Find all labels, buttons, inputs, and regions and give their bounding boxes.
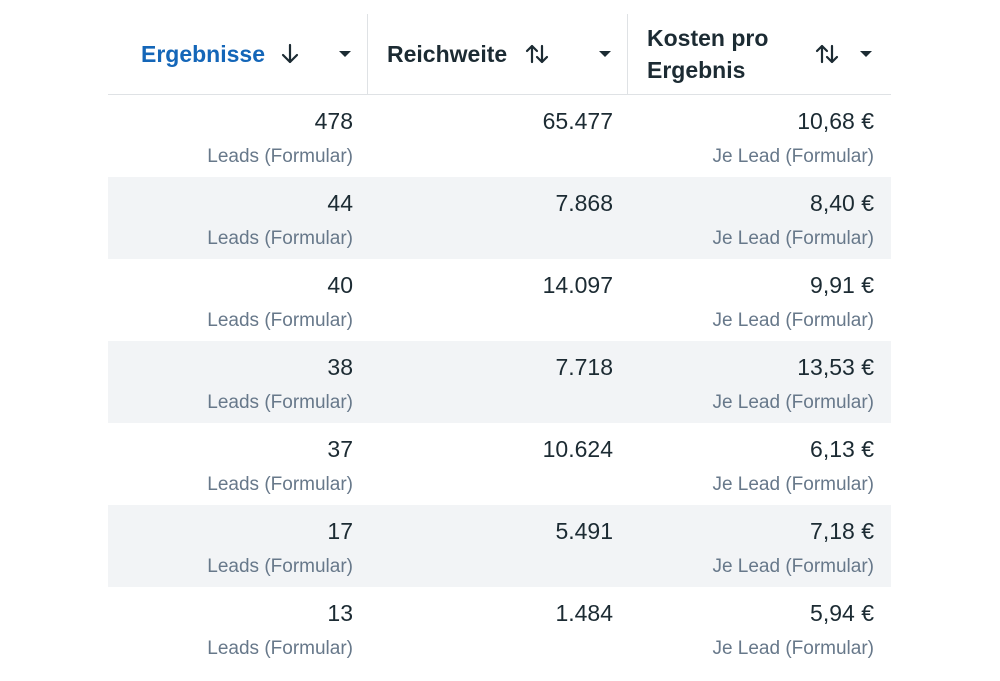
cost-cell: 9,91 € Je Lead (Formular): [628, 259, 891, 341]
column-header-ergebnisse[interactable]: Ergebnisse: [108, 14, 368, 94]
table-header: Ergebnisse Reichweite: [108, 14, 891, 95]
cost-cell: 5,94 € Je Lead (Formular): [628, 587, 891, 669]
table-row[interactable]: 44 Leads (Formular) 7.868 8,40 € Je Lead…: [108, 177, 891, 259]
cost-label: Je Lead (Formular): [712, 556, 874, 577]
caret-down-icon[interactable]: [856, 44, 876, 64]
reach-cell: 7.868: [368, 177, 628, 259]
cost-value: 6,13 €: [810, 436, 874, 462]
reach-cell: 10.624: [368, 423, 628, 505]
reach-cell: 5.491: [368, 505, 628, 587]
cost-label: Je Lead (Formular): [712, 146, 874, 167]
cost-label: Je Lead (Formular): [712, 228, 874, 249]
cost-value: 10,68 €: [797, 108, 874, 134]
cost-cell: 10,68 € Je Lead (Formular): [628, 95, 891, 177]
column-header-kosten-pro-ergebnis[interactable]: Kosten pro Ergebnis: [628, 14, 891, 94]
cost-label: Je Lead (Formular): [712, 310, 874, 331]
results-cell: 40 Leads (Formular): [108, 259, 368, 341]
results-value: 17: [327, 518, 353, 544]
reach-value: 7.868: [555, 190, 613, 216]
results-label: Leads (Formular): [207, 146, 353, 167]
results-cell: 17 Leads (Formular): [108, 505, 368, 587]
column-header-reichweite[interactable]: Reichweite: [368, 14, 628, 94]
column-title: Ergebnisse: [141, 41, 265, 67]
results-label: Leads (Formular): [207, 228, 353, 249]
results-cell: 37 Leads (Formular): [108, 423, 368, 505]
cost-value: 5,94 €: [810, 600, 874, 626]
cost-label: Je Lead (Formular): [712, 392, 874, 413]
reach-cell: 7.718: [368, 341, 628, 423]
table-row[interactable]: 40 Leads (Formular) 14.097 9,91 € Je Lea…: [108, 259, 891, 341]
results-value: 40: [327, 272, 353, 298]
results-label: Leads (Formular): [207, 638, 353, 659]
cost-cell: 7,18 € Je Lead (Formular): [628, 505, 891, 587]
cost-label: Je Lead (Formular): [712, 638, 874, 659]
results-cell: 478 Leads (Formular): [108, 95, 368, 177]
reach-value: 65.477: [542, 108, 613, 134]
results-value: 478: [314, 108, 353, 134]
results-cell: 44 Leads (Formular): [108, 177, 368, 259]
caret-down-icon[interactable]: [595, 44, 615, 64]
results-label: Leads (Formular): [207, 556, 353, 577]
cost-value: 8,40 €: [810, 190, 874, 216]
sort-up-down-icon[interactable]: [813, 40, 841, 68]
cost-cell: 13,53 € Je Lead (Formular): [628, 341, 891, 423]
reach-value: 5.491: [555, 518, 613, 544]
reach-value: 1.484: [555, 600, 613, 626]
results-label: Leads (Formular): [207, 474, 353, 495]
results-table: Ergebnisse Reichweite: [108, 14, 891, 669]
results-value: 38: [327, 354, 353, 380]
table-row[interactable]: 13 Leads (Formular) 1.484 5,94 € Je Lead…: [108, 587, 891, 669]
results-value: 13: [327, 600, 353, 626]
results-value: 44: [327, 190, 353, 216]
column-title: Kosten pro Ergebnis: [647, 25, 769, 83]
column-title: Reichweite: [387, 41, 508, 67]
cost-value: 13,53 €: [797, 354, 874, 380]
cost-value: 7,18 €: [810, 518, 874, 544]
caret-down-icon[interactable]: [335, 44, 355, 64]
reach-cell: 14.097: [368, 259, 628, 341]
results-label: Leads (Formular): [207, 310, 353, 331]
results-cell: 13 Leads (Formular): [108, 587, 368, 669]
reach-value: 10.624: [542, 436, 613, 462]
reach-cell: 1.484: [368, 587, 628, 669]
table-row[interactable]: 37 Leads (Formular) 10.624 6,13 € Je Lea…: [108, 423, 891, 505]
reach-value: 14.097: [542, 272, 613, 298]
reach-value: 7.718: [555, 354, 613, 380]
table-row[interactable]: 38 Leads (Formular) 7.718 13,53 € Je Lea…: [108, 341, 891, 423]
sort-up-down-icon[interactable]: [523, 40, 551, 68]
results-cell: 38 Leads (Formular): [108, 341, 368, 423]
cost-cell: 8,40 € Je Lead (Formular): [628, 177, 891, 259]
arrow-down-icon[interactable]: [276, 40, 304, 68]
table-row[interactable]: 478 Leads (Formular) 65.477 10,68 € Je L…: [108, 95, 891, 177]
cost-label: Je Lead (Formular): [712, 474, 874, 495]
cost-value: 9,91 €: [810, 272, 874, 298]
cost-cell: 6,13 € Je Lead (Formular): [628, 423, 891, 505]
results-value: 37: [327, 436, 353, 462]
table-row[interactable]: 17 Leads (Formular) 5.491 7,18 € Je Lead…: [108, 505, 891, 587]
reach-cell: 65.477: [368, 95, 628, 177]
results-label: Leads (Formular): [207, 392, 353, 413]
